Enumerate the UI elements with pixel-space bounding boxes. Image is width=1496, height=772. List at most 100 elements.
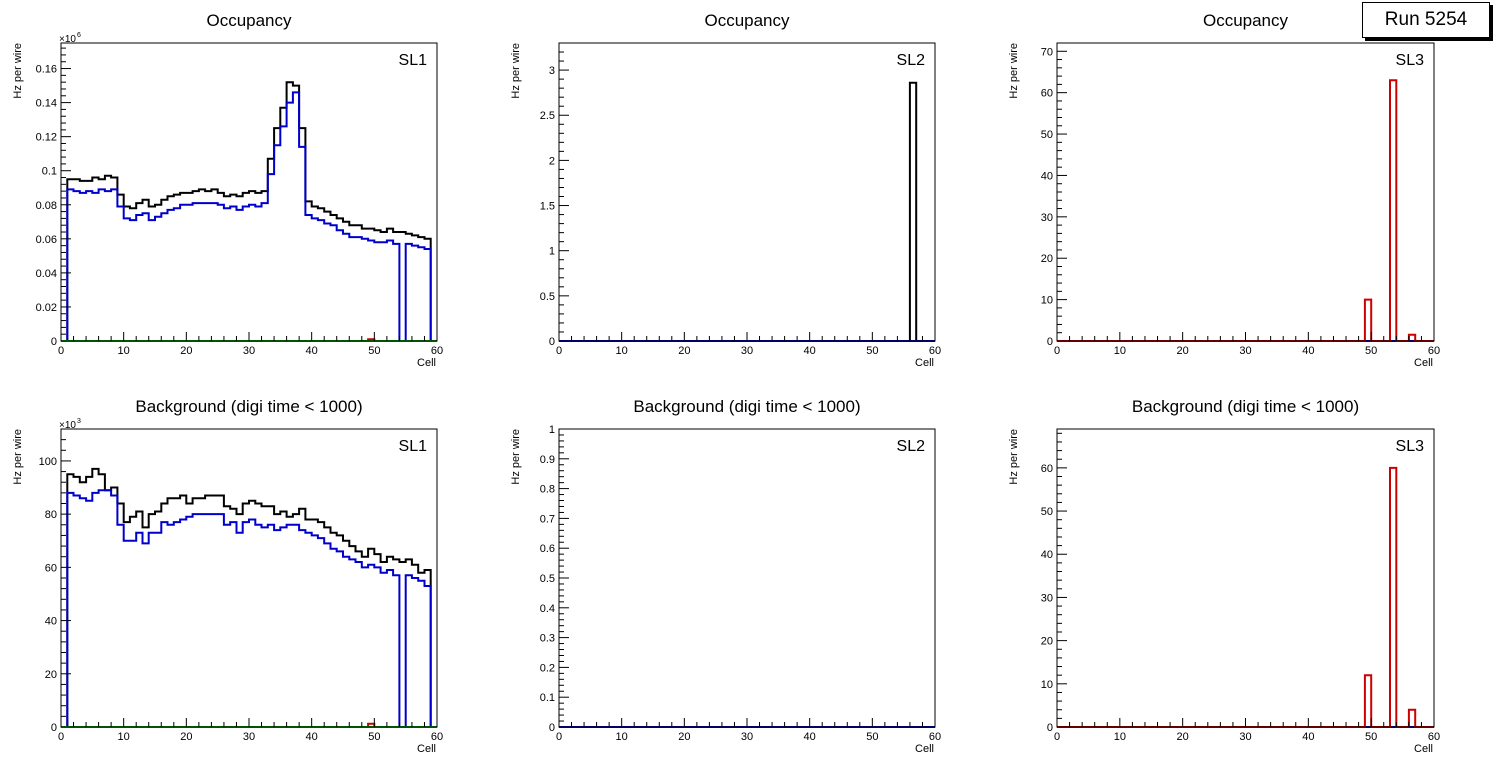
x-tick-label: 20	[1177, 345, 1189, 357]
x-tick-label: 50	[368, 345, 380, 357]
series-noisy-line	[1057, 79, 1434, 342]
x-tick-label: 0	[1054, 345, 1060, 357]
multiplier-base: ×10	[59, 34, 76, 45]
y-tick-label: 0.1	[42, 166, 57, 178]
x-tick-label: 60	[929, 345, 941, 357]
chart-title: Background (digi time < 1000)	[1132, 397, 1359, 416]
y-axis-label: Hz per wire	[12, 429, 24, 485]
multiplier-exponent: 3	[77, 418, 81, 425]
run-label: Run 5254	[1384, 9, 1468, 30]
x-tick-label: 40	[1302, 731, 1314, 743]
y-tick-label: 40	[1041, 170, 1053, 182]
x-axis-label: Cell	[915, 743, 934, 755]
x-tick-label: 0	[556, 345, 562, 357]
y-tick-label: 0.12	[36, 132, 57, 144]
y-tick-label: 60	[45, 562, 57, 574]
y-tick-label: 0	[51, 722, 57, 734]
chart-occ-sl3: 0 10 20 30 40 50 60 0 10 20 30 40 50 60 70 Occupancy SL3…	[1008, 11, 1440, 369]
y-tick-label: 0.6	[540, 543, 555, 555]
chart-title: Occupancy	[704, 11, 790, 30]
y-tick-label: 2.5	[540, 110, 555, 122]
chart-bkg-sl3: 0 10 20 30 40 50 60 0 10 20 30 40 50 60 Background (di…	[1008, 397, 1440, 755]
y-tick-label: 100	[39, 456, 57, 468]
x-tick-label: 50	[368, 731, 380, 743]
x-axis-label: Cell	[417, 743, 436, 755]
x-tick-label: 10	[118, 731, 130, 743]
x-tick-label: 20	[1177, 731, 1189, 743]
y-tick-label: 0.5	[540, 573, 555, 585]
x-tick-label: 50	[1365, 731, 1377, 743]
x-tick-label: 40	[1302, 345, 1314, 357]
y-tick-label: 20	[45, 669, 57, 681]
y-tick-label: 1	[549, 424, 555, 436]
chart-occ-sl1: 0 10 20 30 40 50 60 0 0.02 0.04 0.06 0.08 0.1 0.12 0.1…	[12, 11, 443, 369]
y-tick-label: 0	[549, 336, 555, 348]
y-tick-label: 0.14	[36, 98, 57, 110]
x-tick-label: 20	[678, 731, 690, 743]
x-tick-label: 50	[866, 345, 878, 357]
x-tick-label: 60	[1428, 731, 1440, 743]
plot-frame	[1056, 42, 1435, 342]
x-tick-label: 30	[741, 731, 753, 743]
y-tick-label: 0.4	[540, 603, 555, 615]
x-tick-label: 20	[180, 345, 192, 357]
x-tick-label: 50	[866, 731, 878, 743]
y-tick-label: 2	[549, 155, 555, 167]
y-tick-label: 0	[1047, 336, 1053, 348]
x-tick-label: 20	[180, 731, 192, 743]
superlayer-label: SL1	[399, 52, 428, 69]
y-tick-label: 30	[1041, 212, 1053, 224]
x-tick-label: 0	[58, 731, 64, 743]
y-tick-label: 0.7	[540, 513, 555, 525]
y-axis-label: Hz per wire	[510, 429, 522, 485]
y-tick-label: 20	[1041, 253, 1053, 265]
y-tick-label: 0.9	[540, 454, 555, 466]
x-tick-label: 40	[804, 345, 816, 357]
run-label-box: Run 5254	[1362, 2, 1490, 38]
x-tick-label: 20	[678, 345, 690, 357]
y-tick-label: 60	[1041, 463, 1053, 475]
y-tick-label: 0.06	[36, 234, 57, 246]
x-axis-label: Cell	[1414, 743, 1433, 755]
x-tick-label: 10	[616, 731, 628, 743]
multiplier-base: ×10	[59, 420, 76, 431]
superlayer-label: SL2	[897, 438, 926, 455]
axis-multiplier: ×10 6	[59, 32, 81, 45]
series-total-line	[559, 81, 935, 342]
x-tick-label: 60	[431, 345, 443, 357]
y-tick-label: 0.1	[540, 692, 555, 704]
y-axis-label: Hz per wire	[510, 43, 522, 99]
x-tick-label: 10	[616, 345, 628, 357]
y-tick-label: 70	[1041, 46, 1053, 58]
y-axis-label: Hz per wire	[1008, 429, 1020, 485]
series-noisy-line	[1057, 466, 1434, 728]
y-tick-label: 10	[1041, 679, 1053, 691]
series-layer-line	[61, 91, 437, 342]
x-tick-label: 10	[1114, 731, 1126, 743]
chart-bkg-sl2: 0 10 20 30 40 50 60 0 0.1 0.2 0.3 0.4 0.5 0.6 0.7 0.8 0.…	[510, 397, 941, 755]
plot-frame	[558, 42, 936, 342]
x-tick-label: 50	[1365, 345, 1377, 357]
y-tick-label: 1.5	[540, 201, 555, 213]
y-tick-label: 50	[1041, 129, 1053, 141]
axis-multiplier: ×10 3	[59, 418, 81, 431]
series-total-line	[61, 467, 437, 728]
y-tick-label: 20	[1041, 636, 1053, 648]
multiplier-exponent: 6	[77, 32, 81, 39]
series-total-line	[61, 81, 437, 342]
x-tick-label: 30	[1239, 731, 1251, 743]
y-tick-label: 1	[549, 246, 555, 258]
plot-frame	[558, 428, 936, 728]
chart-occ-sl2: 0 10 20 30 40 50 60 0 0.5 1 1.5 2 2.5 3 Occupancy SL2 Ce…	[510, 11, 941, 369]
x-tick-label: 60	[1428, 345, 1440, 357]
superlayer-label: SL1	[399, 438, 428, 455]
x-tick-label: 30	[243, 731, 255, 743]
x-tick-label: 40	[306, 731, 318, 743]
y-tick-label: 80	[45, 509, 57, 521]
series-layer-line	[61, 489, 437, 728]
plot-frame	[1056, 428, 1435, 728]
y-tick-label: 30	[1041, 592, 1053, 604]
y-tick-label: 10	[1041, 295, 1053, 307]
y-axis-label: Hz per wire	[12, 43, 24, 99]
